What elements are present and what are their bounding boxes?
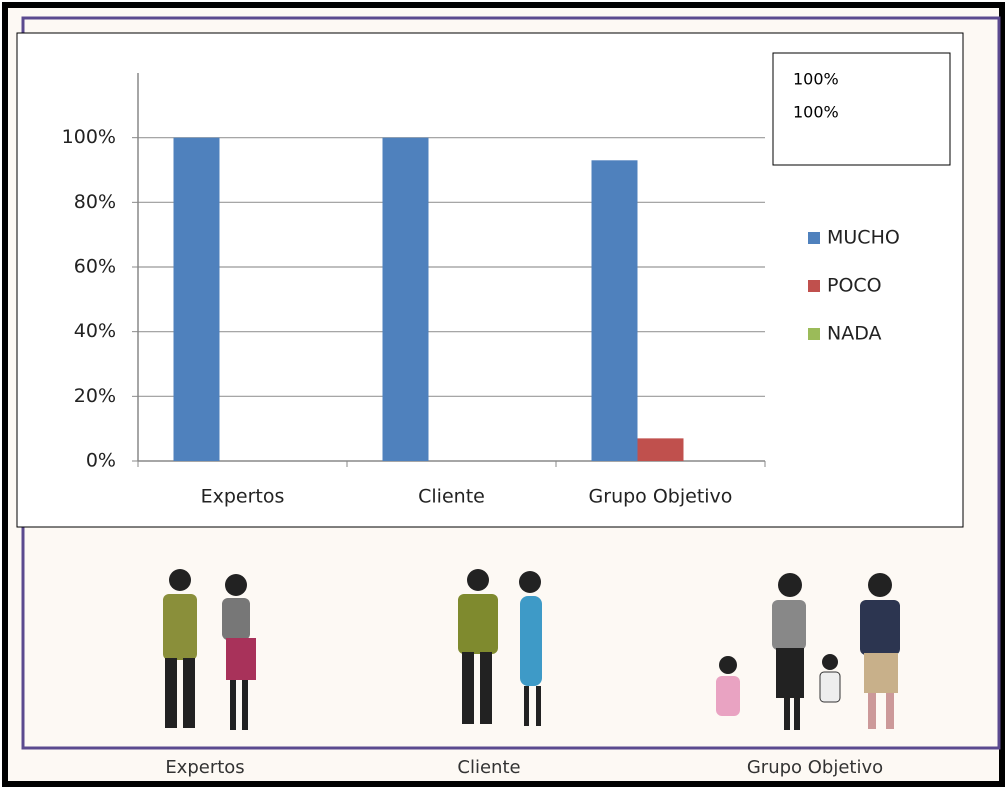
people-illustration — [163, 569, 900, 730]
illustration-label: Cliente — [457, 757, 520, 778]
legend-swatch — [808, 328, 820, 340]
legend-swatch — [808, 280, 820, 292]
annotation: 100% — [793, 103, 839, 122]
x-tick-label: Cliente — [418, 486, 485, 508]
bar — [382, 137, 429, 461]
legend-label: NADA — [827, 323, 882, 345]
y-tick-label: 20% — [74, 385, 116, 407]
x-tick-label: Expertos — [201, 486, 285, 508]
legend-label: POCO — [827, 275, 882, 297]
y-tick-label: 100% — [62, 126, 116, 148]
x-tick-label: Grupo Objetivo — [589, 486, 733, 508]
illustration-label: Expertos — [165, 757, 244, 778]
illustration-label: Grupo Objetivo — [747, 757, 883, 778]
annotation-box — [772, 52, 951, 166]
bar — [173, 137, 220, 461]
y-tick-label: 40% — [74, 320, 116, 342]
y-tick-label: 0% — [86, 450, 116, 472]
y-tick-label: 80% — [74, 191, 116, 213]
y-tick-label: 60% — [74, 256, 116, 278]
annotation: 100% — [793, 70, 839, 89]
bar — [591, 160, 638, 462]
legend-swatch — [808, 232, 820, 244]
legend-label: MUCHO — [827, 227, 900, 249]
bar — [637, 438, 684, 461]
